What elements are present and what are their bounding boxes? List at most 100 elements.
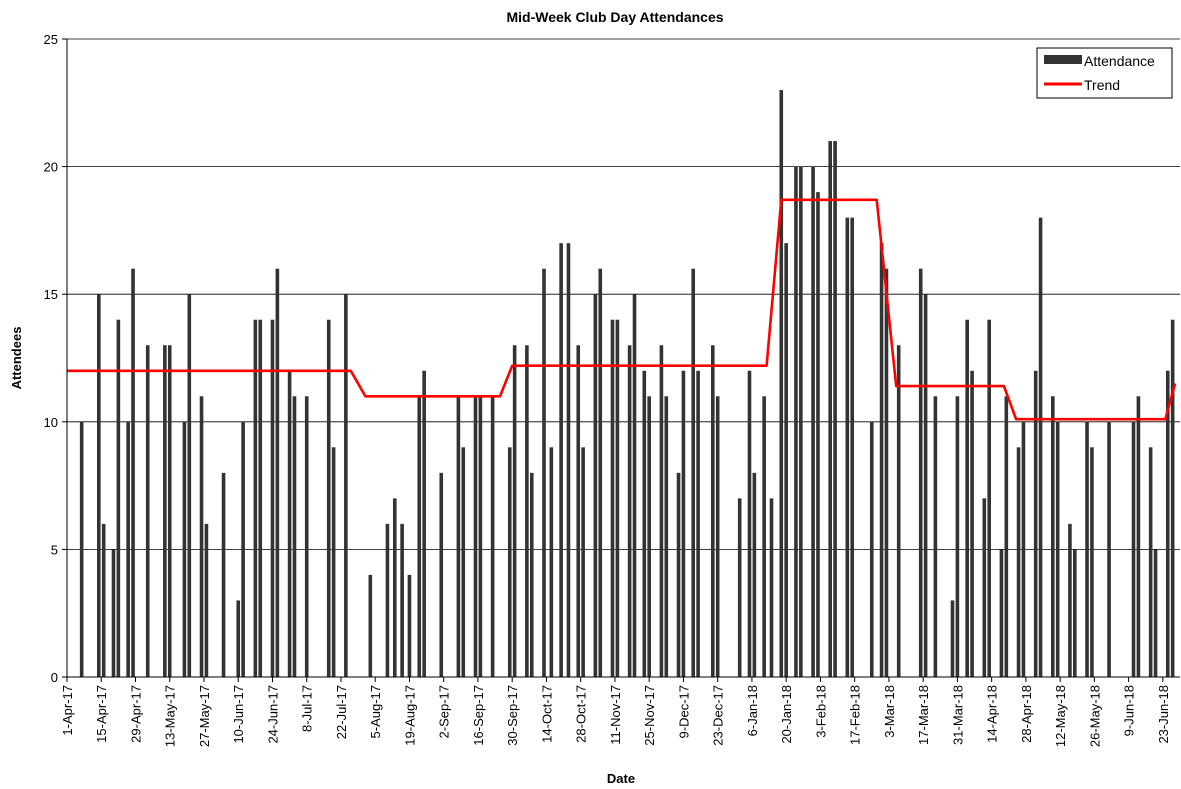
x-tick-label: 3-Mar-18	[882, 685, 897, 738]
attendance-bar	[439, 472, 444, 677]
attendance-bar	[1055, 421, 1060, 677]
attendance-bar	[1051, 396, 1055, 677]
attendance-bar	[1148, 447, 1153, 677]
attendance-bar	[632, 294, 637, 677]
y-tick-label: 20	[44, 160, 58, 175]
attendance-bar	[696, 370, 700, 677]
x-tick-label: 19-Aug-17	[403, 685, 418, 746]
attendance-bar	[461, 447, 466, 677]
x-tick-label: 1-Apr-17	[60, 685, 75, 736]
attendance-bar	[779, 90, 784, 678]
x-tick-label: 30-Sep-17	[505, 685, 520, 746]
y-tick-label: 25	[44, 32, 58, 47]
attendance-bar	[850, 217, 855, 677]
attendance-bars	[79, 90, 1175, 678]
attendance-bar	[715, 396, 720, 677]
attendance-bar	[950, 600, 955, 677]
attendance-bar	[199, 396, 204, 677]
attendance-bar	[241, 421, 245, 677]
attendance-bar	[593, 294, 598, 677]
legend-attendance-swatch	[1044, 55, 1082, 64]
attendance-bar	[512, 345, 517, 677]
attendance-bar	[79, 421, 84, 677]
attendance-bar	[97, 294, 101, 677]
x-axis-title: Date	[607, 771, 635, 786]
trend-line	[67, 198, 1177, 421]
x-tick-label: 24-Jun-17	[266, 685, 281, 744]
x-tick-label: 3-Feb-18	[813, 685, 828, 738]
attendance-bar	[681, 370, 686, 677]
attendance-bar	[598, 268, 603, 677]
attendance-bar	[253, 319, 258, 677]
axes: 0 5 10 15 20 25 1-Apr-17 15-Apr-17 29-Apr-17 13-M…	[44, 32, 1180, 747]
attendance-bar	[1038, 217, 1043, 677]
attendance-bar	[1107, 421, 1111, 677]
chart-title: Mid-Week Club Day Attendances	[506, 9, 723, 25]
attendance-bar	[292, 396, 297, 677]
attendance-bar	[710, 345, 715, 677]
attendance-bar	[111, 549, 116, 677]
attendance-bar	[999, 549, 1004, 677]
attendance-bar	[1090, 447, 1094, 677]
legend-attendance-label: Attendance	[1084, 53, 1155, 69]
attendance-bar	[344, 294, 348, 677]
attendance-bar	[542, 268, 546, 677]
attendance-bar	[236, 600, 241, 677]
attendance-bar	[1136, 396, 1141, 677]
gridlines	[67, 38, 1180, 678]
x-tick-label: 23-Jun-18	[1156, 685, 1171, 744]
attendance-bar	[576, 345, 581, 677]
legend-trend-label: Trend	[1084, 77, 1120, 93]
x-tick-label: 26-May-18	[1087, 685, 1102, 747]
y-tick-label: 10	[44, 415, 58, 430]
attendance-bar	[1085, 421, 1089, 677]
attendance-bar	[752, 472, 757, 677]
attendance-bar	[627, 345, 632, 677]
attendance-bar	[918, 268, 923, 677]
attendance-bar	[647, 396, 651, 677]
y-tick-label: 15	[44, 287, 58, 302]
attendance-bar	[676, 472, 681, 677]
attendance-bar	[304, 396, 309, 677]
attendance-bar	[525, 345, 529, 677]
x-tick-label: 17-Mar-18	[916, 685, 931, 745]
attendance-bar	[581, 447, 585, 677]
attendance-bar	[331, 447, 336, 677]
attendance-bar	[691, 268, 696, 677]
attendance-bar	[933, 396, 938, 677]
attendance-bar	[965, 319, 969, 677]
x-tick-label: 22-Jul-17	[334, 685, 349, 739]
attendance-bar	[417, 396, 422, 677]
attendance-bar	[828, 141, 832, 677]
x-tick-label: 13-May-17	[163, 685, 178, 747]
attendance-bar	[204, 523, 209, 677]
trend-line-layer	[67, 198, 1177, 421]
attendance-bar	[326, 319, 331, 677]
attendance-bar	[1016, 447, 1021, 677]
attendance-bar	[187, 294, 192, 677]
attendance-bar	[368, 574, 373, 677]
attendance-bar	[163, 345, 167, 677]
attendance-bar	[1073, 549, 1077, 677]
attendance-bar	[473, 396, 478, 677]
attendance-bar	[1068, 523, 1072, 677]
x-tick-label: 15-Apr-17	[94, 685, 109, 743]
attendance-bar	[896, 345, 901, 677]
attendance-bar	[1170, 319, 1175, 677]
attendance-bar	[987, 319, 991, 677]
attendance-bar	[490, 396, 495, 677]
attendance-bar	[610, 319, 615, 677]
x-tick-label: 5-Aug-17	[368, 685, 383, 738]
y-axis-title: Attendees	[9, 327, 24, 390]
attendance-bar	[747, 370, 752, 677]
attendance-bar	[101, 523, 106, 677]
x-tick-label: 14-Oct-17	[539, 685, 554, 743]
attendance-bar	[126, 421, 130, 677]
x-tick-label: 31-Mar-18	[950, 685, 965, 745]
attendance-bar	[182, 421, 187, 677]
attendance-bar	[529, 472, 534, 677]
attendance-bar	[982, 498, 987, 677]
x-tick-label: 14-Apr-18	[985, 685, 1000, 743]
attendance-bar	[559, 243, 563, 677]
x-tick-label: 17-Feb-18	[848, 685, 863, 745]
